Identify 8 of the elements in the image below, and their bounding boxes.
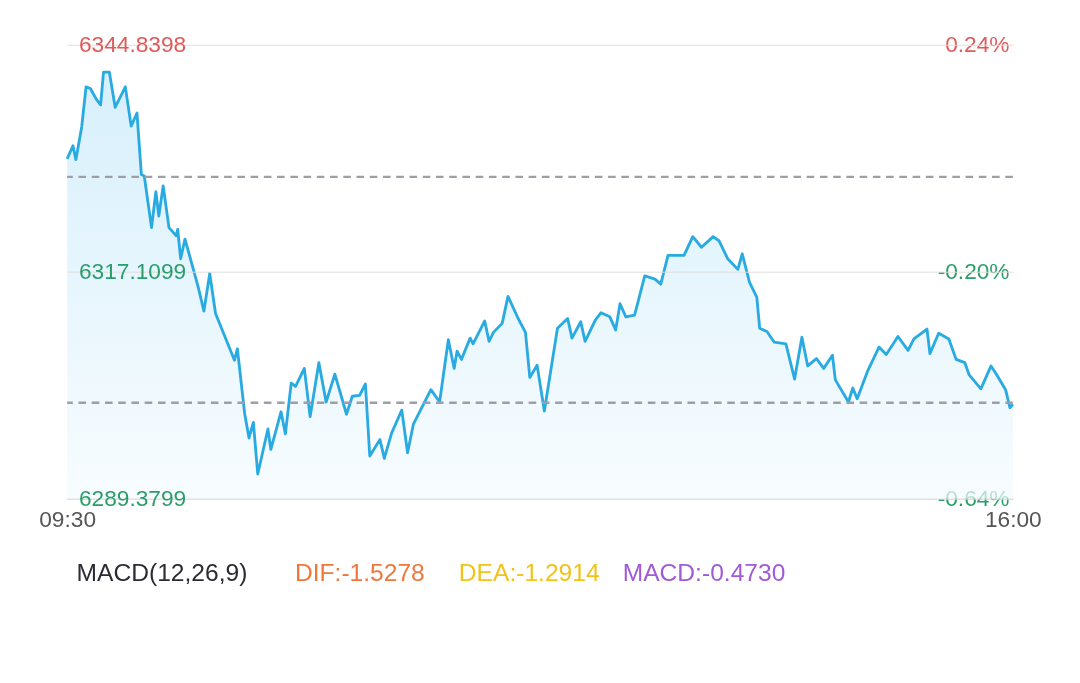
text: DEA:-1.2914 [458,558,600,586]
text: MACD:-0.4730 [622,558,786,586]
y2-tick-label: -0.20% [937,257,1010,284]
text: DIF:-1.5278 [294,558,425,586]
text: MACD(12,26,9) [76,558,248,586]
y2-tick-label: 0.24% [945,30,1010,57]
y-tick-label: 6317.1099 [78,257,187,284]
y-tick-label: 6344.8398 [78,30,187,57]
